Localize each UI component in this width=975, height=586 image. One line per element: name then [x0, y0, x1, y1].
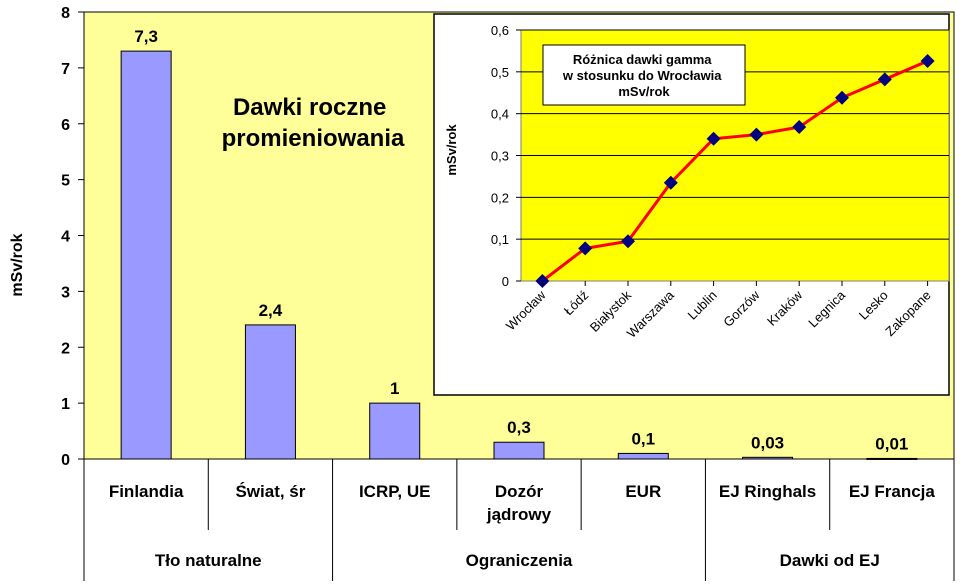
bar: [369, 402, 421, 460]
inset-y-tick-label: 0,3: [491, 149, 509, 164]
category-label: jądrowy: [486, 505, 552, 524]
inset-data-point: [877, 72, 892, 87]
inset-data-point: [920, 53, 935, 68]
main-y-tick-label: 0: [61, 452, 70, 469]
category-label: Dozór: [495, 482, 544, 501]
inset-data-point: [749, 127, 764, 142]
inset-title: Różnica dawki gamma w stosunku do Wrocła…: [562, 52, 725, 99]
main-y-tick-label: 8: [61, 5, 70, 22]
category-label: Świat, śr: [235, 482, 305, 501]
bar-value-label: 1: [390, 379, 399, 398]
category-label: EJ Ringhals: [719, 482, 816, 501]
main-y-tick-label: 5: [61, 173, 70, 190]
inset-data-point: [621, 234, 635, 249]
category-label: EUR: [625, 482, 661, 501]
main-y-tick-label: 2: [61, 340, 70, 357]
inset-series-line: [541, 59, 929, 283]
bar: [493, 441, 545, 460]
bar-value-label: 0,3: [507, 418, 531, 437]
bar-value-label: 7,3: [134, 27, 158, 46]
group-label: Ograniczenia: [466, 551, 573, 570]
inset-data-point: [792, 120, 807, 135]
inset-y-tick-label: 0,4: [491, 107, 509, 122]
main-y-tick-label: 4: [61, 229, 70, 246]
bar: [742, 456, 794, 460]
inset-y-tick-label: 0: [502, 274, 509, 289]
main-y-tick-label: 6: [61, 117, 70, 134]
inset-data-point: [663, 175, 678, 190]
bar: [866, 457, 918, 460]
inset-title-line-3: mSv/rok: [618, 84, 670, 99]
group-label: Dawki od EJ: [780, 551, 880, 570]
bar-value-label: 0,1: [631, 429, 655, 448]
inset-title-box: [542, 44, 746, 106]
category-label: Finlandia: [109, 482, 184, 501]
main-y-axis-label: mSv/rok: [9, 233, 26, 296]
main-title-line-2: promieniowania: [222, 125, 405, 152]
inset-y-axis-label: mSv/rok: [444, 124, 459, 176]
inset-data-point: [578, 241, 593, 256]
main-title-line-1: Dawki roczne: [233, 94, 386, 121]
bar: [617, 452, 669, 460]
bar-value-label: 0,01: [875, 434, 908, 453]
inset-data-point: [835, 90, 849, 105]
main-y-tick-label: 1: [61, 396, 70, 413]
main-y-tick-label: 3: [61, 284, 70, 301]
category-label: EJ Francja: [849, 482, 936, 501]
category-label: ICRP, UE: [359, 482, 431, 501]
inset-data-point: [706, 131, 721, 146]
inset-y-tick-label: 0,6: [491, 23, 509, 38]
main-chart-title: Dawki roczne promieniowania: [222, 94, 405, 152]
group-label: Tło naturalne: [155, 551, 262, 570]
inset-y-tick-label: 0,2: [491, 190, 509, 205]
bar-value-label: 2,4: [259, 301, 283, 320]
bar-value-label: 0,03: [751, 433, 784, 452]
inset-title-line-2: w stosunku do Wrocławia: [562, 68, 722, 83]
inset-title-line-1: Różnica dawki gamma: [573, 52, 712, 67]
inset-y-tick-label: 0,5: [491, 65, 509, 80]
bar: [244, 324, 296, 460]
main-y-tick-label: 7: [61, 61, 70, 78]
bar: [120, 50, 172, 460]
inset-y-tick-label: 0,1: [491, 232, 509, 247]
